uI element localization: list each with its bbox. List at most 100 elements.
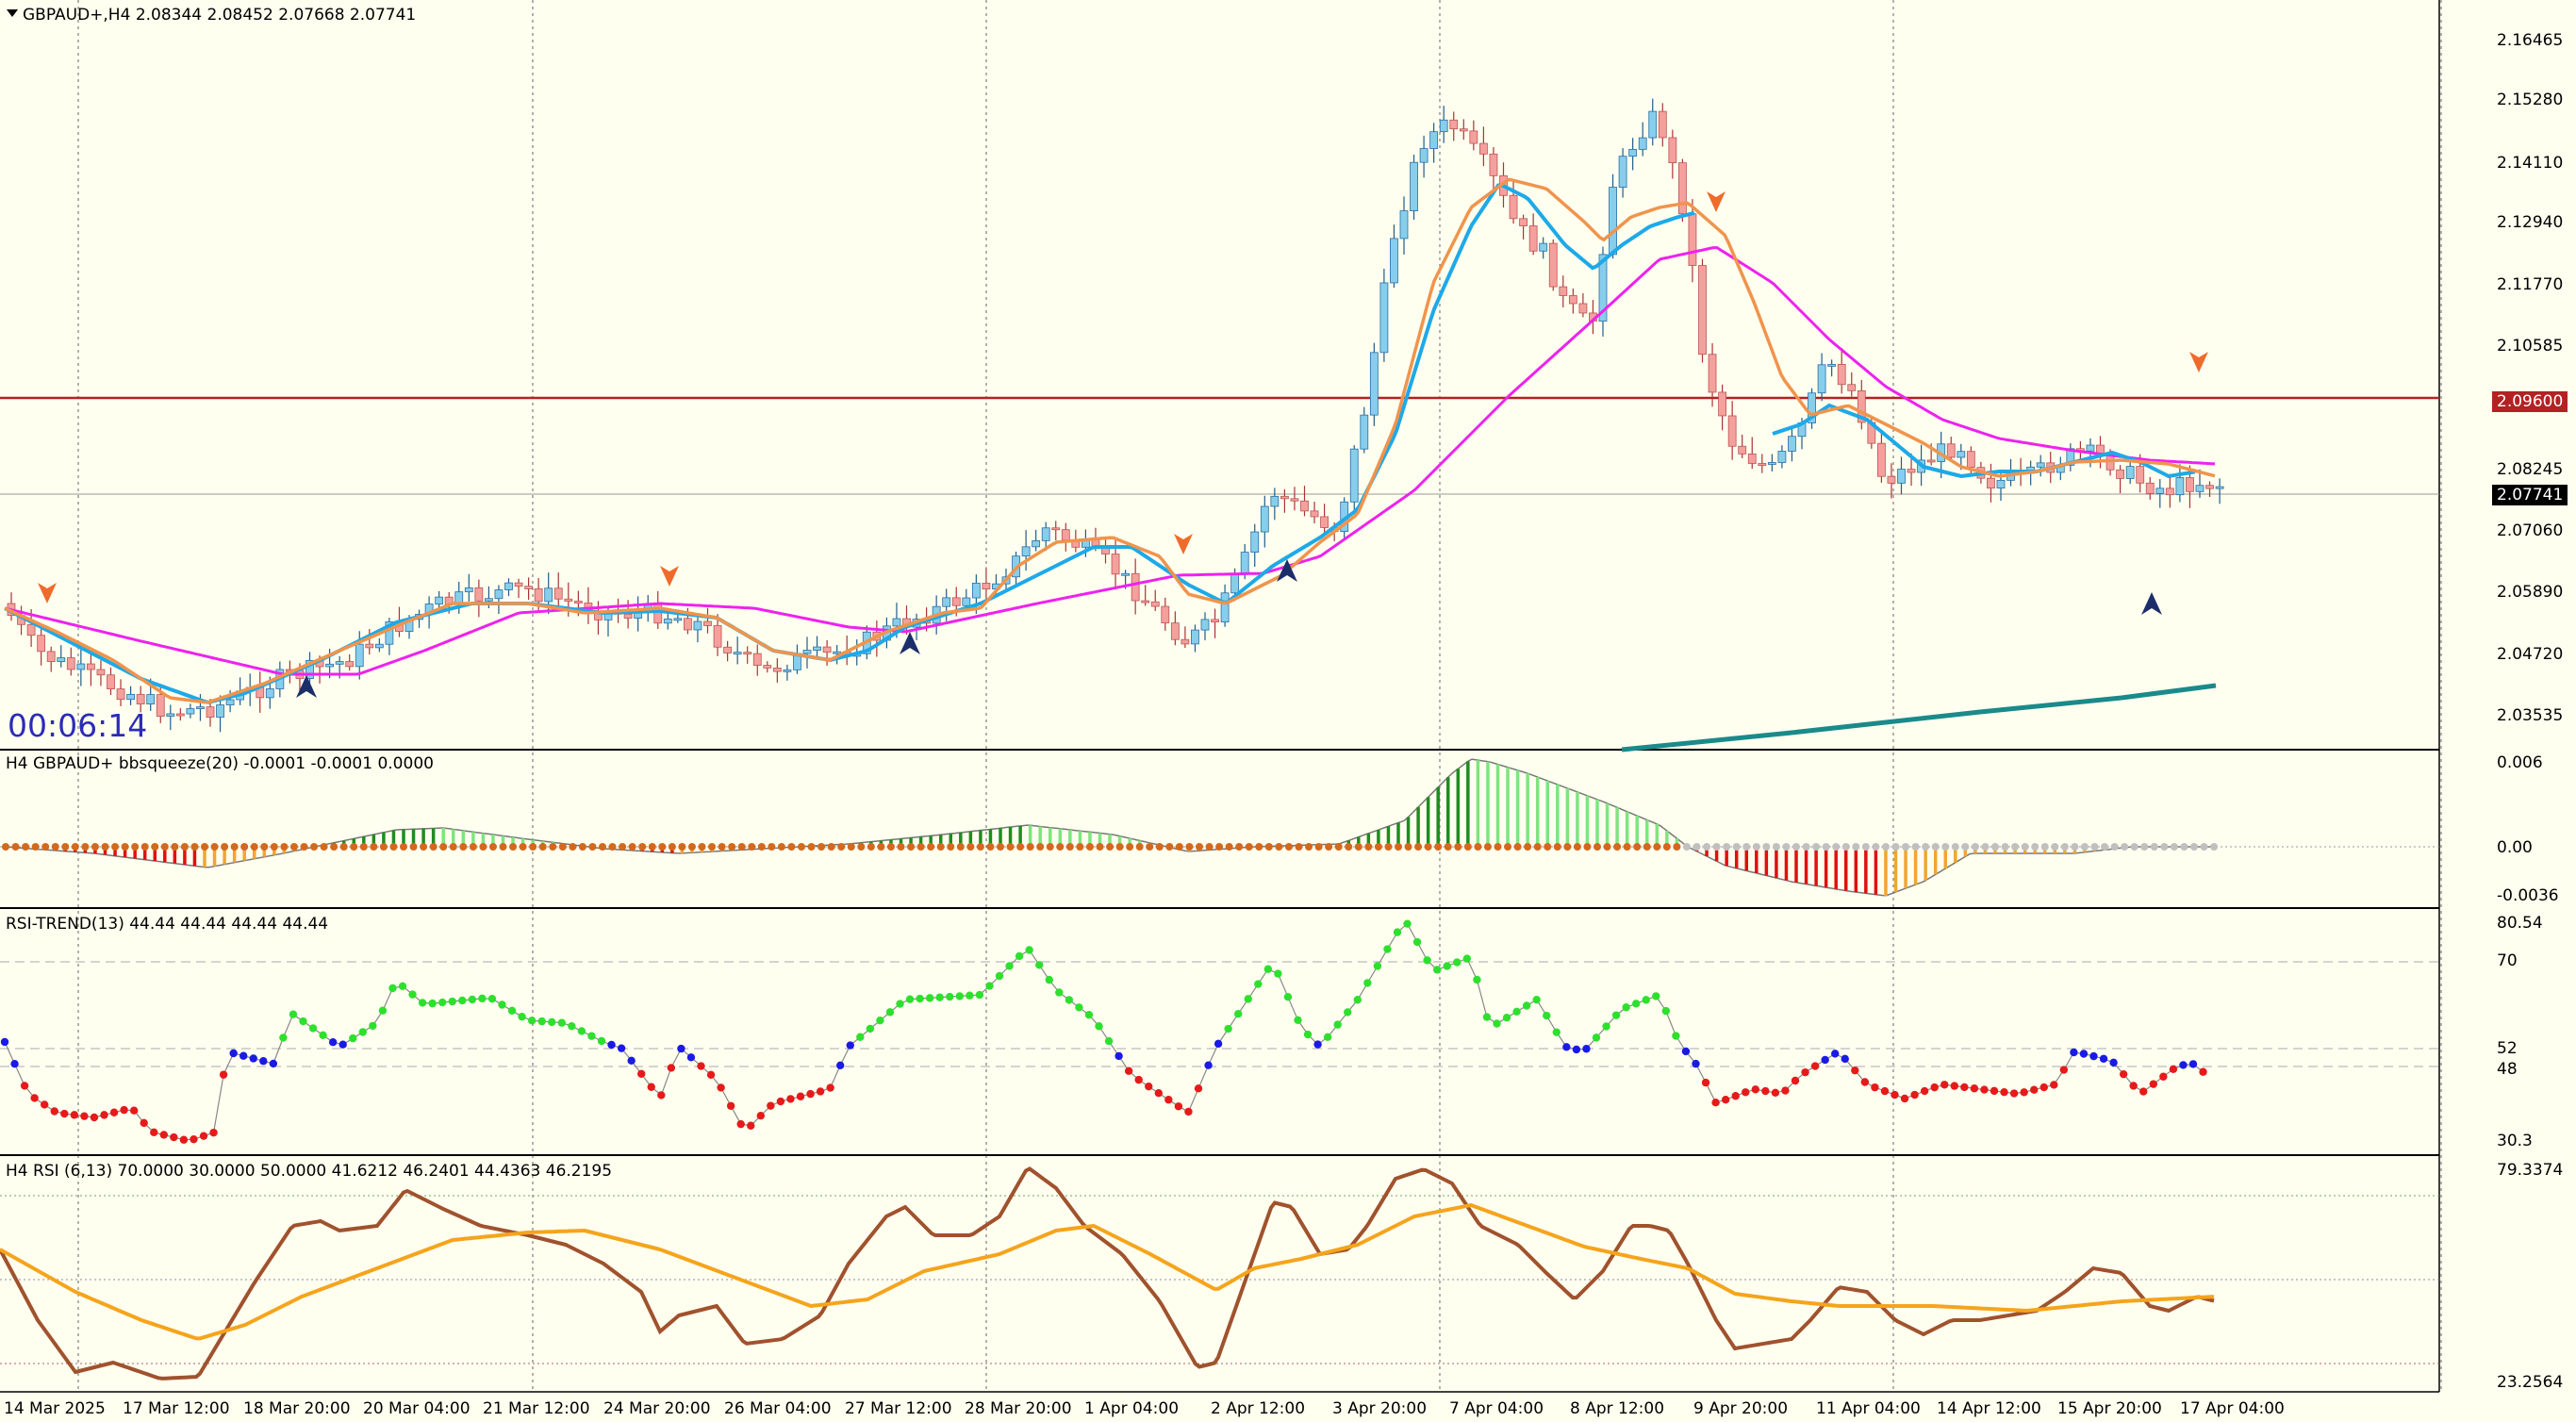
rsi-trend-dot [30, 1094, 39, 1102]
rsi-trend-dot [279, 1033, 288, 1042]
rsi-trend-dot [90, 1113, 99, 1122]
candlestick [1578, 293, 1588, 318]
squeeze-dot [1633, 843, 1642, 851]
candlestick [1390, 224, 1398, 289]
squeeze-dot [947, 843, 955, 851]
time-label: 18 Mar 20:00 [243, 1399, 351, 1418]
candlestick [1360, 406, 1369, 454]
candlestick [107, 667, 115, 695]
squeeze-dot [300, 843, 308, 851]
squeeze-dot [1742, 843, 1751, 851]
candlestick [1141, 585, 1150, 606]
candlestick [1987, 463, 1995, 503]
squeeze-dot [1085, 843, 1094, 851]
rsi-trend-dot [1622, 1003, 1630, 1012]
rsi-trend-dot [120, 1105, 128, 1115]
rsi-trend-dot [1145, 1082, 1153, 1091]
rsi-trend-dot [1572, 1045, 1581, 1054]
candlestick [793, 644, 801, 674]
squeeze-dot [737, 843, 746, 851]
rsi-trend-dot [328, 1038, 338, 1047]
rsi-trend-dot [2089, 1051, 2098, 1061]
candlestick [1041, 521, 1050, 552]
rsi-trend-dot [577, 1027, 586, 1035]
squeeze-dot [1762, 843, 1771, 851]
rsi-trend-dot [1234, 1010, 1243, 1018]
price-label: 2.07060 [2497, 521, 2564, 540]
candlestick [514, 578, 523, 599]
window-menu-icon[interactable] [7, 9, 18, 17]
squeeze-dot [201, 843, 208, 851]
squeeze-dot [768, 843, 776, 851]
candlestick [703, 607, 712, 634]
squeeze-dot [1444, 843, 1452, 851]
squeeze-dot [1902, 843, 1910, 851]
candlestick [1658, 103, 1667, 147]
rsi-trend-dot [2050, 1081, 2058, 1089]
candlestick [553, 572, 563, 612]
sell-arrow-icon [660, 566, 679, 587]
squeeze-dot [1603, 843, 1611, 851]
rsi-trend-dot [129, 1106, 139, 1115]
squeeze-dot [509, 843, 518, 851]
rsi-trend-dot [1742, 1088, 1750, 1097]
squeeze-dot [171, 843, 179, 851]
squeeze-dot [588, 843, 597, 851]
rsi-trend-dot [1701, 1078, 1710, 1087]
rsi-trend-dot [1244, 995, 1252, 1003]
rsi-trend-dot [1672, 1032, 1680, 1040]
rsi-trend-dot [1184, 1107, 1193, 1116]
squeeze-dot [997, 843, 1004, 851]
rsi-trend-dot [816, 1087, 825, 1096]
squeeze-dot [1395, 843, 1402, 851]
candlestick [46, 646, 56, 672]
squeeze-dot [1971, 843, 1979, 851]
rsi-trend-dot [109, 1108, 119, 1116]
squeeze-dot [1146, 843, 1154, 851]
rsi-trend-dot [1940, 1081, 1949, 1089]
squeeze-dot [488, 843, 497, 851]
candlestick [116, 679, 125, 706]
squeeze-dot [2180, 843, 2188, 851]
candlestick [1181, 626, 1190, 649]
rsi-trend-dot [1582, 1045, 1591, 1053]
rsi-trend-dot [2159, 1072, 2168, 1081]
time-label: 8 Apr 12:00 [1570, 1399, 1665, 1418]
squeeze-dot [320, 843, 328, 851]
candlestick [464, 573, 473, 602]
hline-price-tag[interactable]: 2.09600 [2492, 391, 2568, 412]
squeeze-dot [798, 843, 805, 851]
rsi-trend-dot [229, 1049, 238, 1058]
time-label: 24 Mar 20:00 [603, 1399, 711, 1418]
squeeze-dot [389, 843, 398, 851]
price-pane[interactable] [0, 98, 2439, 752]
squeeze-dot [1126, 843, 1134, 851]
candlestick [1738, 434, 1747, 458]
squeeze-dot [1772, 843, 1780, 851]
candlestick [1469, 120, 1478, 151]
candlestick [2145, 476, 2155, 500]
squeeze-dot [400, 843, 407, 851]
rsi-trend-dot [259, 1057, 268, 1066]
time-label: 27 Mar 12:00 [845, 1399, 952, 1418]
rsi-trend-dot [2139, 1087, 2148, 1096]
rsi-axis-label: 79.3374 [2497, 1161, 2564, 1180]
squeeze-dot [2210, 843, 2219, 851]
squeeze-dot [698, 843, 706, 851]
rsi-trend-dot [1075, 1003, 1083, 1012]
sell-arrow-icon [38, 583, 57, 604]
squeeze-dot [787, 843, 796, 851]
rsi-trend-dot [1632, 1000, 1641, 1008]
rsi-trend-dot [2009, 1089, 2019, 1098]
rsi-trend-dot [1771, 1088, 1780, 1098]
candlestick [1847, 372, 1857, 397]
squeeze-dot [728, 843, 736, 851]
time-label: 11 Apr 04:00 [1816, 1399, 1921, 1418]
squeeze-dot [2110, 843, 2119, 851]
squeeze-dot [757, 843, 766, 851]
rsi-trend-dot [796, 1092, 805, 1100]
time-label: 1 Apr 04:00 [1084, 1399, 1180, 1418]
candlestick [1817, 353, 1826, 402]
rsi-trend-dot [478, 994, 487, 1003]
